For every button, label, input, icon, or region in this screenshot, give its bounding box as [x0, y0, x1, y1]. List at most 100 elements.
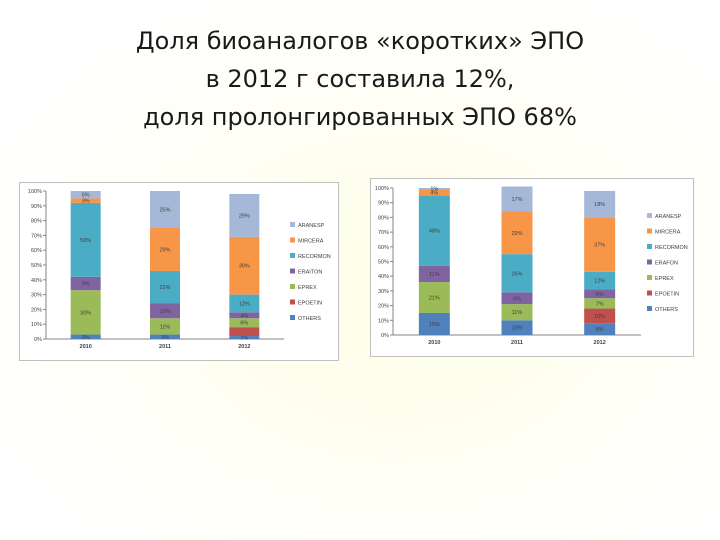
chart-2-legend-swatch: [647, 259, 652, 265]
chart-2-bar-aranesp-2011: [501, 186, 533, 212]
chart-1-data-label: 3%: [82, 335, 90, 341]
chart-2-legend-label: EPOETIN: [655, 292, 679, 298]
chart-1-data-label: 29%: [239, 213, 250, 219]
chart-2-legend-swatch: [647, 306, 652, 311]
chart-2-data-label: 11%: [512, 310, 523, 316]
chart-1-legend-swatch: [290, 268, 295, 274]
chart-2-data-label: 8%: [513, 296, 521, 302]
chart-2-legend-swatch: [647, 228, 652, 234]
chart-1-data-label: 4%: [240, 313, 248, 319]
chart-2-y-tick-label: 50%: [378, 260, 389, 266]
chart-1-y-tick-label: 90%: [31, 204, 42, 210]
chart-1-data-label: 12%: [239, 301, 250, 307]
chart-2-y-tick-label: 100%: [375, 186, 389, 192]
chart-1-data-label: 39%: [239, 264, 250, 270]
chart-1-legend-label: ARANESP: [298, 223, 325, 229]
chart-1-y-tick-label: 40%: [31, 278, 42, 284]
chart-2-legend-label: OTHERS: [655, 307, 678, 313]
chart-1-bar-eprex-2010: [70, 290, 101, 335]
chart-2-bar-erafon-2010: [418, 265, 450, 283]
chart-2-x-tick-label: 2010: [428, 340, 440, 346]
chart-1-legend-swatch: [290, 237, 295, 243]
chart-1-legend-label: OTHERS: [298, 316, 321, 322]
chart-2-bar-recormon-2010: [418, 195, 450, 266]
chart-2-legend-label: ERAFON: [655, 261, 678, 267]
chart-1-y-tick-label: 20%: [31, 307, 42, 313]
chart-1-bar-others-2012: [229, 336, 260, 339]
chart-2-legend-swatch: [647, 275, 652, 280]
chart-1-data-label: 3%: [161, 335, 169, 341]
chart-1-data-label: 9%: [82, 282, 90, 288]
chart-1-bar-mircera-2010: [70, 198, 101, 203]
chart-1-data-label: 5%: [82, 193, 90, 199]
chart-left-svg: 0% 10% 20% 30% 40% 50% 60% 70% 80% 90% 100% 3% 30% 9%…: [28, 189, 331, 350]
chart-2-data-label: 4%: [430, 190, 438, 196]
chart-1-bar-recormon-2010: [70, 202, 101, 277]
chart-1-legend-swatch: [290, 222, 295, 227]
chart-1-y-tick-label: 0%: [34, 337, 42, 343]
chart-2-y-tick-label: 70%: [378, 230, 389, 236]
chart-1-y-tick-label: 70%: [31, 233, 42, 239]
chart-1-bar-eraiton-2010: [70, 276, 101, 291]
chart-2-data-label: 12%: [594, 279, 605, 285]
title-line-2: в 2012 г составила 12%,: [205, 65, 515, 93]
chart-2-data-label: 6%: [596, 292, 604, 298]
chart-2-data-label: 29%: [511, 231, 522, 237]
chart-2-legend-label: EPREX: [655, 276, 674, 282]
chart-1-data-label: 2%: [240, 336, 248, 342]
slide-title: Доля биоаналогов «коротких» ЭПО в 2012 г…: [0, 22, 720, 136]
chart-1-data-label: 50%: [80, 238, 91, 244]
chart-2-bar-recormon-2012: [584, 271, 616, 290]
chart-1-bar-others-2010: [70, 334, 101, 339]
chart-2-data-label: 11%: [429, 272, 440, 278]
chart-1-bar-recormon-2011: [150, 270, 180, 304]
chart-1-legend-swatch: [290, 284, 295, 289]
chart-2-bar-others-2010: [418, 312, 450, 335]
chart-2-bar-eprex-2011: [501, 304, 533, 321]
chart-right-svg: 0% 10% 20% 30% 40% 50% 60% 70% 80% 90% 100% 15% 21% 1…: [375, 186, 688, 346]
chart-2-x-tick-label: 2012: [594, 340, 606, 346]
chart-1-legend-label: EPOETIN: [298, 301, 322, 307]
chart-right: 0% 10% 20% 30% 40% 50% 60% 70% 80% 90% 100% 15% 21% 1…: [370, 178, 694, 357]
chart-2-bar-aranesp-2010: [418, 188, 450, 190]
chart-2-data-label: 7%: [596, 301, 604, 307]
chart-2-bar-mircera-2010: [418, 189, 450, 196]
chart-2-y-tick-label: 60%: [378, 245, 389, 251]
chart-2-legend-label: MIRCERA: [655, 230, 681, 236]
chart-1-data-label: 22%: [159, 285, 170, 291]
chart-2-data-label: 18%: [594, 202, 605, 208]
chart-1-bar-eraiton-2011: [150, 303, 180, 319]
title-line-3: доля пролонгированных ЭПО 68%: [143, 103, 577, 131]
chart-1-data-label: 3%: [82, 199, 90, 205]
chart-1-data-label: 10%: [159, 309, 170, 315]
chart-2-data-label: 1%: [430, 187, 438, 193]
chart-2-legend-label: ARANESP: [655, 214, 682, 220]
chart-1-legend-swatch: [290, 315, 295, 320]
chart-1-x-tick-label: 2012: [238, 344, 250, 350]
chart-2-data-label: 21%: [429, 296, 440, 302]
chart-2-y-tick-label: 0%: [381, 333, 389, 339]
chart-1-y-tick-label: 60%: [31, 248, 42, 254]
chart-2-data-label: 48%: [429, 229, 440, 235]
chart-2-bar-mircera-2012: [584, 217, 616, 272]
chart-2-data-label: 26%: [511, 271, 522, 277]
chart-1-data-label: 25%: [159, 208, 170, 214]
chart-1-bar-eprex-2012: [229, 318, 260, 328]
chart-2-y-tick-label: 20%: [378, 304, 389, 310]
chart-1-y-tick-label: 100%: [28, 189, 42, 195]
chart-2-data-label: 37%: [594, 243, 605, 249]
chart-1-x-tick-label: 2011: [159, 344, 171, 350]
chart-2-y-tick-label: 10%: [378, 318, 389, 324]
chart-1-bar-aranesp-2011: [150, 191, 180, 228]
chart-2-y-tick-label: 30%: [378, 289, 389, 295]
chart-1-bar-eprex-2011: [150, 318, 180, 335]
chart-1-legend-label: EPREX: [298, 285, 317, 291]
chart-1-legend-label: RECORMON: [298, 254, 331, 260]
chart-1-data-label: 6%: [240, 321, 248, 327]
chart-2-bar-eprex-2012: [584, 298, 616, 309]
chart-1-bar-eraiton-2012: [229, 312, 260, 319]
chart-2-y-tick-label: 90%: [378, 201, 389, 207]
chart-2-bar-mircera-2011: [501, 211, 533, 255]
chart-1-y-tick-label: 30%: [31, 293, 42, 299]
chart-2-data-label: 17%: [511, 197, 522, 203]
